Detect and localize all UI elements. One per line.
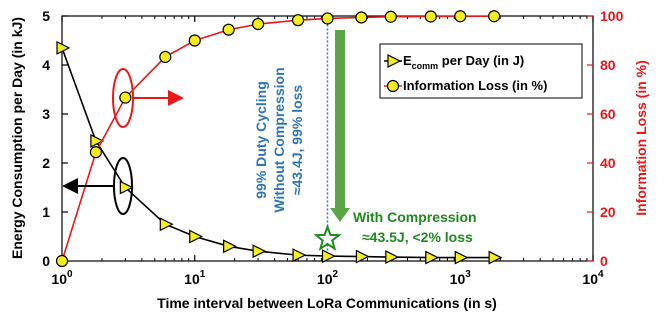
x-tick-label: 102 xyxy=(317,269,339,287)
y-left-tick-label: 4 xyxy=(42,57,50,73)
energy-point xyxy=(90,133,105,148)
energy-point xyxy=(119,180,134,195)
energy-point xyxy=(385,250,400,265)
energy-point xyxy=(355,249,370,264)
x-tick-label: 103 xyxy=(450,269,472,287)
legend-item-energy: Ecomm per Day (in J) xyxy=(384,53,524,71)
x-tick-label: 100 xyxy=(51,269,73,287)
info-loss-callout-ellipse xyxy=(112,68,134,128)
legend-box xyxy=(379,43,583,99)
energy-point xyxy=(292,248,307,263)
info-loss-point xyxy=(291,14,305,27)
legend-energy-rest: per Day (in J) xyxy=(438,53,524,68)
duty-cycling-line-3: ≈43.4J, 99% loss xyxy=(289,85,305,196)
energy-point xyxy=(159,217,174,232)
info-loss-point xyxy=(321,12,334,25)
y-left-tick-label: 3 xyxy=(42,106,50,122)
y-right-tick-label: 100 xyxy=(600,8,624,24)
info-loss-point xyxy=(89,146,102,159)
duty-cycling-line-1: 99% Duty Cycling xyxy=(253,81,269,198)
y-right-tick-label: 40 xyxy=(600,155,616,171)
legend-energy-label: Ecomm per Day (in J) xyxy=(403,53,524,71)
x-tick-label: 101 xyxy=(184,269,206,287)
energy-point xyxy=(189,229,204,244)
y-left-tick-label: 0 xyxy=(42,253,50,269)
duty-cycling-annotation: 99% Duty Cycling Without Compression ≈43… xyxy=(253,67,305,212)
y-right-tick-label: 0 xyxy=(600,253,608,269)
info-loss-point xyxy=(488,10,501,23)
x-axis-label: Time interval between LoRa Communication… xyxy=(157,295,497,311)
energy-point xyxy=(454,250,469,265)
duty-cycling-line-2: Without Compression xyxy=(271,67,287,212)
legend-energy-main: E xyxy=(403,53,412,68)
info-loss-point xyxy=(424,10,437,23)
info-loss-point xyxy=(188,34,201,47)
axes-ticks xyxy=(61,15,594,262)
legend-energy-sub: comm xyxy=(412,61,439,71)
info-loss-point xyxy=(159,50,172,64)
legend-info-loss-label: Information Loss (in %) xyxy=(403,78,547,93)
y-right-tick-label: 20 xyxy=(600,204,616,220)
info-loss-point xyxy=(251,17,265,31)
info-loss-point xyxy=(222,23,235,36)
compression-line-1: With Compression xyxy=(353,209,477,225)
info-loss-point xyxy=(355,11,368,24)
energy-callout-ellipse xyxy=(113,157,133,215)
y-left-tick-label: 1 xyxy=(42,204,50,220)
energy-point xyxy=(223,239,237,254)
y-left-tick-label: 5 xyxy=(42,8,50,24)
info-loss-point xyxy=(119,91,132,104)
energy-point xyxy=(56,40,71,55)
info-loss-point xyxy=(454,10,467,23)
y-right-tick-label: 60 xyxy=(600,106,616,122)
y-right-tick-label: 80 xyxy=(600,57,616,73)
energy-point xyxy=(488,250,503,265)
energy-point xyxy=(252,244,267,259)
compression-line-2: ≈43.5J, <2% loss xyxy=(362,229,473,245)
info-loss-point xyxy=(384,10,397,23)
y-left-tick-label: 2 xyxy=(42,155,50,171)
compression-star-icon xyxy=(313,223,342,252)
y-left-axis-label: Energy Consumption per Day (in kJ) xyxy=(9,17,25,259)
energy-point xyxy=(425,250,440,265)
compression-arrow xyxy=(330,30,350,222)
x-tick-label: 104 xyxy=(582,269,604,287)
legend-info-loss-circle-icon xyxy=(386,79,400,93)
legend: Ecomm per Day (in J) Information Loss (i… xyxy=(379,43,583,99)
y-right-axis-label: Information Loss (in %) xyxy=(633,60,649,216)
legend-energy-triangle-icon xyxy=(387,54,402,68)
energy-point xyxy=(321,249,336,264)
info-loss-point xyxy=(55,254,69,268)
legend-item-info-loss: Information Loss (in %) xyxy=(384,78,547,93)
